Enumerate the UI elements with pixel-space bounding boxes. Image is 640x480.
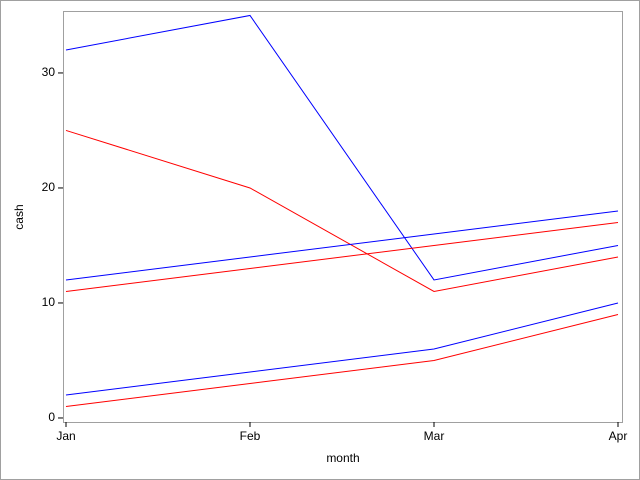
series-line <box>65 14 619 281</box>
plot-frame <box>63 11 623 423</box>
x-tick-label: Apr <box>609 429 628 443</box>
y-tick-label: 0 <box>48 410 55 424</box>
y-tick-label: 30 <box>42 65 56 79</box>
x-tick-label: Feb <box>240 429 261 443</box>
y-tick-label: 10 <box>42 295 56 309</box>
x-axis-label: month <box>326 451 359 465</box>
y-tick-label: 20 <box>42 180 56 194</box>
y-axis-label: cash <box>12 204 26 229</box>
series-line <box>65 302 619 396</box>
x-tick-label: Jan <box>56 429 75 443</box>
series-line <box>65 221 619 292</box>
series-line <box>65 210 619 281</box>
series-line <box>65 313 619 407</box>
series-line <box>65 129 619 292</box>
x-tick-label: Mar <box>424 429 445 443</box>
